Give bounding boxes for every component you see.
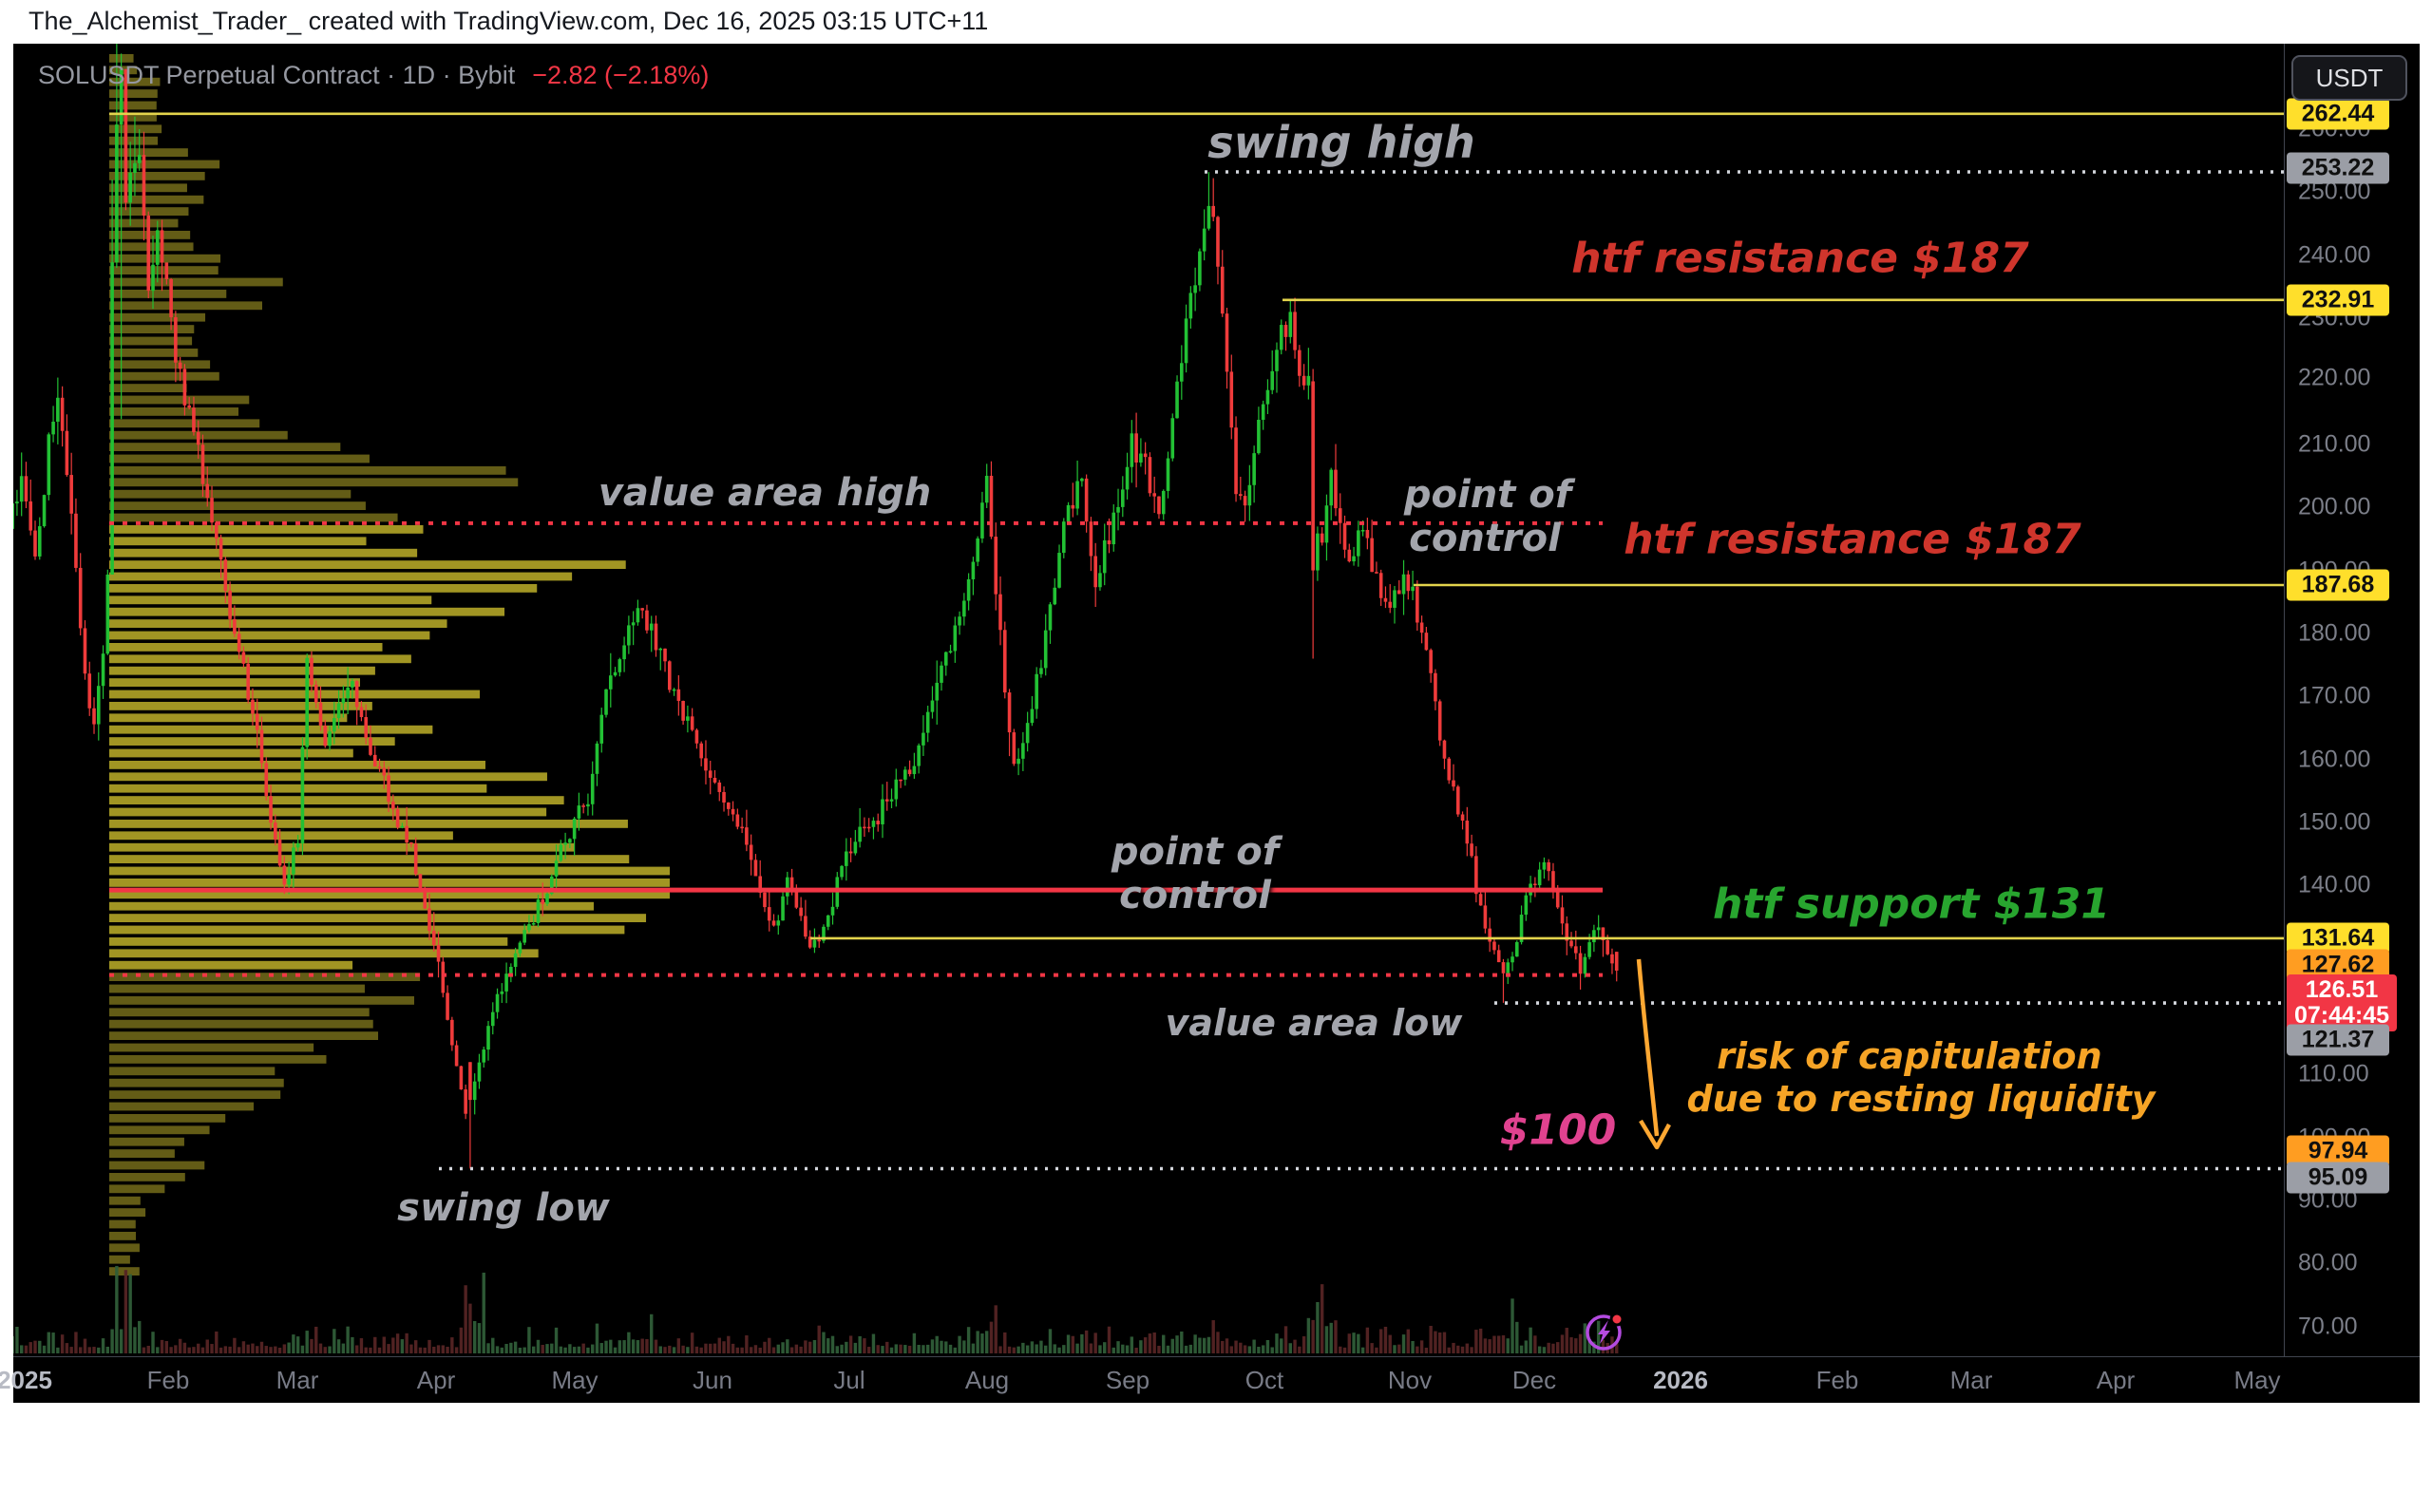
time-axis[interactable]: 2025 Feb Mar Apr May Jun Jul Aug Sep Oct Nov Dec 202…: [0, 1356, 2420, 1403]
price-tick-110.00: 110.00: [2298, 1060, 2369, 1087]
attribution-text: The_Alchemist_Trader_ created with Tradi…: [28, 7, 989, 35]
annotation-risk-line-2[interactable]: due to resting liquidity: [1686, 1078, 2156, 1120]
annotation-risk-line-1[interactable]: risk of capitulation: [1717, 1035, 2102, 1077]
price-tick-160.00: 160.00: [2298, 746, 2371, 773]
time-label-Mar: Mar: [1949, 1366, 1993, 1394]
volume-profile: [109, 54, 670, 1276]
capitulation-arrow: [1636, 958, 1671, 1150]
price-label-97.94: 97.94: [2287, 1135, 2389, 1167]
price-tick-150.00: 150.00: [2298, 808, 2371, 836]
time-label-Apr: Apr: [2096, 1366, 2136, 1394]
price-label-121.37: 121.37: [2287, 1024, 2389, 1056]
level-lines: [109, 112, 2285, 1171]
time-label-May: May: [2233, 1366, 2281, 1394]
price-tick-180.00: 180.00: [2298, 619, 2371, 647]
footer: TradingView: [0, 1403, 2432, 1512]
volume-bars: [13, 1265, 1619, 1353]
annotation-point-of-control-1b[interactable]: control: [1409, 517, 1561, 560]
time-label-Jun: Jun: [693, 1366, 732, 1394]
candles: [13, 44, 1619, 1169]
annotation-value-area-low[interactable]: value area low: [1165, 1002, 1463, 1044]
time-label-Feb: Feb: [1815, 1366, 1859, 1394]
annotation-value-area-high[interactable]: value area high: [598, 471, 932, 515]
symbol-label: SOLUSDT Perpetual Contract · 1D · Bybit: [38, 61, 516, 89]
time-label-2026: 2026: [1653, 1366, 1708, 1394]
chart-panel[interactable]: SOLUSDT Perpetual Contract · 1D · Bybit −…: [0, 44, 2420, 1403]
annotation-point-of-control-1a[interactable]: point of: [1403, 473, 1572, 517]
annotation-htf-resistance-2[interactable]: htf resistance $187: [1624, 515, 2081, 564]
annotation-htf-support[interactable]: htf support $131: [1712, 879, 2111, 929]
currency-toggle-button[interactable]: USDT: [2291, 55, 2407, 101]
annotation-htf-resistance-1[interactable]: htf resistance $187: [1571, 234, 2029, 283]
price-label-253.22: 253.22: [2287, 152, 2389, 184]
price-tick-140.00: 140.00: [2298, 871, 2371, 898]
annotation-price-100[interactable]: $100: [1499, 1106, 1617, 1155]
price-label-262.44: 262.44: [2287, 98, 2389, 130]
time-label-May: May: [551, 1366, 598, 1394]
time-label-Dec: Dec: [1511, 1366, 1557, 1394]
candlestick-chart[interactable]: [13, 44, 2420, 1403]
price-label-126.51: 126.51 07:44:45: [2287, 974, 2397, 1031]
time-label-Feb: Feb: [146, 1366, 190, 1394]
price-tick-200.00: 200.00: [2298, 493, 2371, 520]
price-tick-80.00: 80.00: [2298, 1249, 2358, 1276]
annotation-point-of-control-2b[interactable]: control: [1119, 874, 1271, 917]
time-label-Nov: Nov: [1387, 1366, 1433, 1394]
time-label-Apr: Apr: [416, 1366, 456, 1394]
price-tick-210.00: 210.00: [2298, 430, 2371, 458]
time-label-Aug: Aug: [964, 1366, 1010, 1394]
price-tick-240.00: 240.00: [2298, 241, 2371, 269]
time-label-Sep: Sep: [1105, 1366, 1150, 1394]
price-tick-70.00: 70.00: [2298, 1313, 2358, 1340]
price-tick-220.00: 220.00: [2298, 364, 2371, 391]
time-label-Mar: Mar: [276, 1366, 319, 1394]
time-label-Oct: Oct: [1244, 1366, 1284, 1394]
symbol-title[interactable]: SOLUSDT Perpetual Contract · 1D · Bybit −…: [38, 61, 709, 90]
annotation-swing-high[interactable]: swing high: [1207, 117, 1475, 168]
price-tick-170.00: 170.00: [2298, 682, 2371, 709]
price-label-131.64: 131.64: [2287, 922, 2389, 954]
price-axis[interactable]: USDT 260.00250.00240.00230.00220.00210.0…: [2284, 44, 2420, 1357]
price-change: −2.82 (−2.18%): [532, 61, 710, 89]
lightning-icon: [1586, 1312, 1624, 1351]
annotation-point-of-control-2a[interactable]: point of: [1111, 830, 1280, 874]
annotation-swing-low[interactable]: swing low: [397, 1186, 610, 1230]
price-label-187.68: 187.68: [2287, 569, 2389, 601]
time-label-2025: 2025: [0, 1366, 52, 1394]
time-label-Jul: Jul: [833, 1366, 865, 1394]
price-label-95.09: 95.09: [2287, 1162, 2389, 1194]
price-label-232.91: 232.91: [2287, 284, 2389, 316]
